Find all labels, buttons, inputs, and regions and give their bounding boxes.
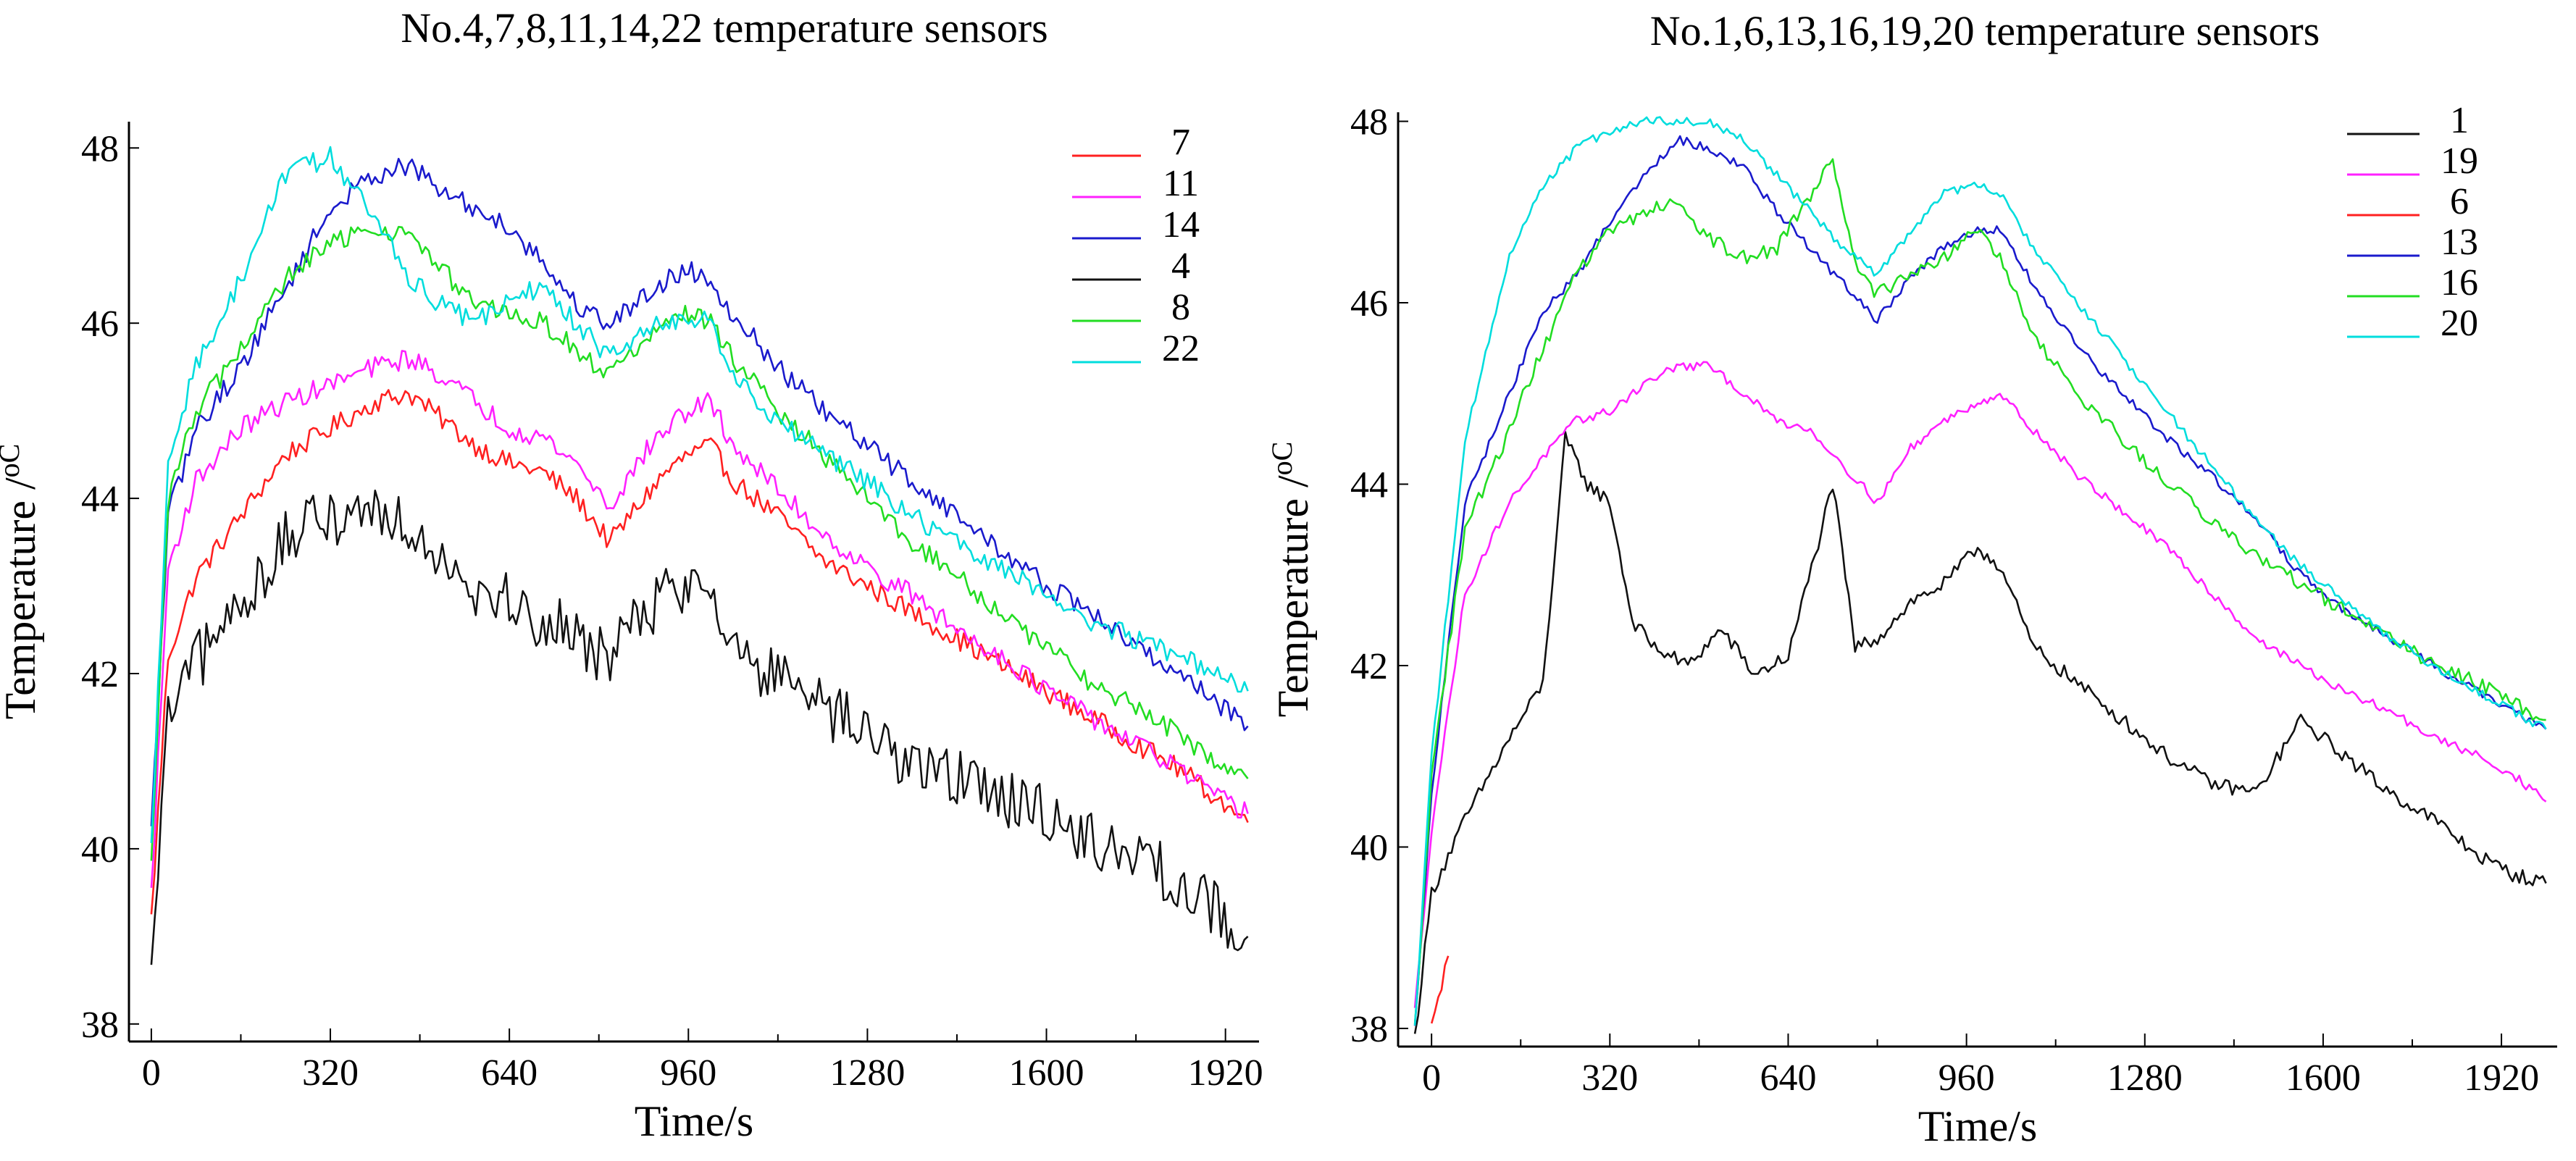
series-line-8: [150, 225, 1249, 861]
x-tick-label: 1600: [2286, 1057, 2361, 1099]
x-tick-label: 320: [302, 1052, 359, 1094]
legend-label: 13: [2441, 222, 2478, 263]
x-tick-label: 640: [1760, 1057, 1816, 1099]
y-tick-label: 40: [1350, 827, 1388, 868]
y-axis-label-unit: oC: [1266, 442, 1298, 476]
y-tick-label: 42: [81, 654, 119, 695]
series-group: [1413, 116, 2547, 1034]
legend-label: 7: [1171, 122, 1190, 163]
y-tick-label: 44: [1350, 464, 1388, 506]
x-tick-label: 0: [1422, 1057, 1441, 1099]
y-tick-label: 48: [81, 128, 119, 169]
chart-title: No.4,7,8,11,14,22 temperature sensors: [401, 4, 1047, 51]
y-tick-label: 46: [81, 303, 119, 345]
legend-label: 11: [1163, 163, 1199, 204]
y-tick-label: 46: [1350, 283, 1388, 324]
x-tick-label: 1600: [1009, 1052, 1084, 1094]
series-line-6: [1430, 955, 1450, 1024]
chart-right: No.1,6,13,16,19,20 temperature sensors 38…: [1266, 7, 2557, 1150]
series-line-19: [1413, 361, 2547, 1008]
x-axis-label: Time/s: [635, 1097, 754, 1145]
chart-title: No.1,6,13,16,19,20 temperature sensors: [1650, 7, 2320, 54]
x-tick-label: 960: [660, 1052, 716, 1094]
legend-label: 14: [1162, 204, 1200, 246]
series-line-7: [150, 389, 1249, 915]
series-line-4: [150, 490, 1249, 965]
y-axis-label-text: Temperature /: [1269, 475, 1317, 717]
chart-left: No.4,7,8,11,14,22 temperature sensors 38 4…: [0, 4, 1263, 1145]
x-tick-label: 0: [142, 1052, 161, 1094]
y-axis-label-unit: oC: [0, 444, 25, 478]
y-tick-label: 40: [81, 829, 119, 871]
y-tick-label: 48: [1350, 102, 1388, 143]
legend-label: 1: [2450, 100, 2469, 141]
y-axis-label: Temperature /oC: [1266, 442, 1317, 718]
series-line-22: [150, 146, 1249, 843]
series-line-13: [1413, 135, 2547, 1026]
series-group: [150, 146, 1249, 965]
legend-label: 22: [1162, 328, 1200, 369]
legend-label: 16: [2441, 262, 2478, 303]
y-axis-label-text: Temperature /: [0, 477, 44, 719]
series-line-1: [1413, 431, 2547, 1034]
legend-label: 4: [1171, 246, 1190, 287]
legend-label: 19: [2441, 141, 2478, 182]
x-tick-label: 960: [1939, 1057, 1995, 1099]
x-tick-label: 1920: [2464, 1057, 2539, 1099]
y-tick-label: 38: [1350, 1009, 1388, 1050]
legend-label: 8: [1171, 287, 1190, 328]
x-axis-label: Time/s: [1918, 1102, 2038, 1150]
x-tick-label: 640: [481, 1052, 538, 1094]
y-tick-label: 42: [1350, 646, 1388, 687]
series-line-20: [1413, 116, 2547, 1026]
y-axis-label: Temperature /oC: [0, 444, 44, 720]
series-line-14: [150, 157, 1249, 826]
x-tick-label: 1280: [2107, 1057, 2183, 1099]
series-line-16: [1413, 158, 2546, 1025]
y-tick-label: 44: [81, 479, 119, 520]
legend-label: 20: [2441, 303, 2478, 344]
y-tick-label: 38: [81, 1005, 119, 1046]
series-line-11: [150, 350, 1249, 888]
x-tick-label: 1280: [829, 1052, 905, 1094]
legend-label: 6: [2450, 181, 2469, 222]
x-tick-label: 320: [1581, 1057, 1638, 1099]
x-tick-label: 1920: [1188, 1052, 1263, 1094]
